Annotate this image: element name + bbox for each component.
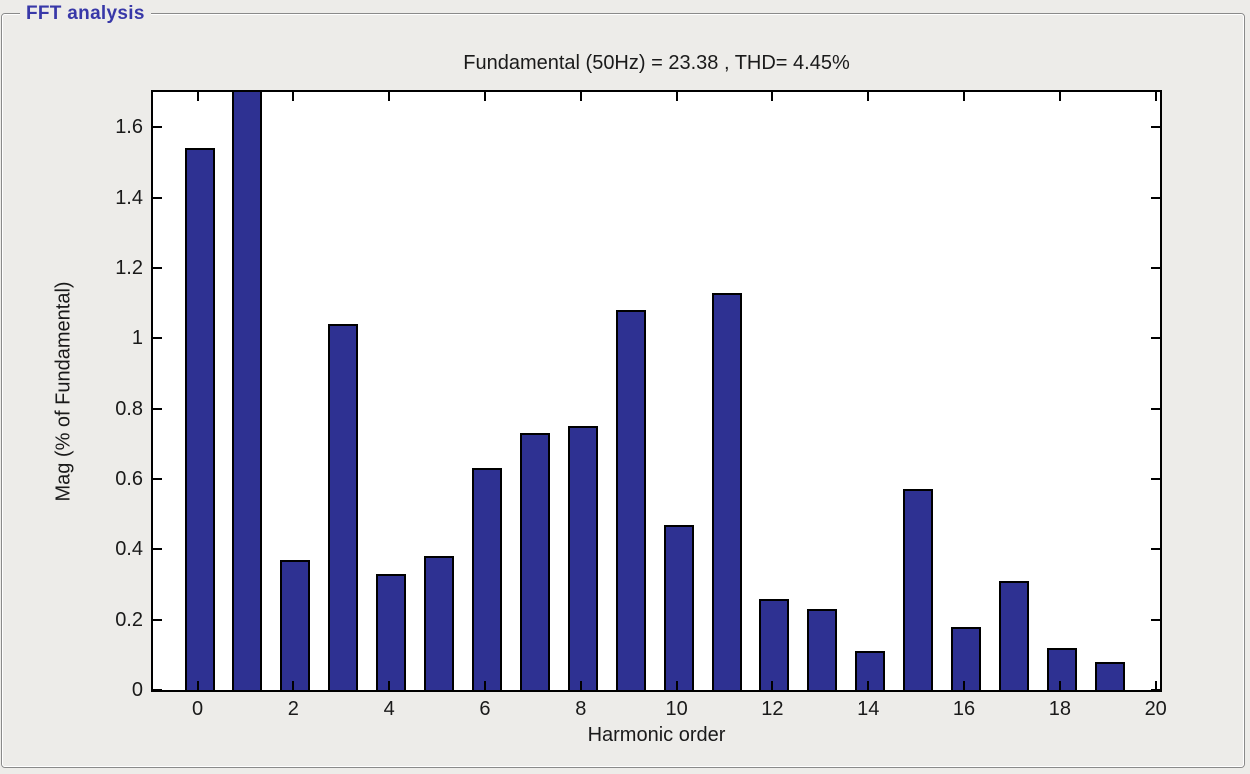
- y-tick-label-1.2: 1.2: [115, 256, 143, 279]
- y-tick-label-0.8: 0.8: [115, 397, 143, 420]
- y-tick-right-1.4: [1151, 196, 1160, 199]
- bar-harmonic-2: [280, 559, 311, 692]
- x-tick-bottom-18: [1058, 681, 1061, 690]
- x-tick-top-2: [292, 92, 295, 101]
- y-tick-left-0.8: [153, 407, 162, 410]
- bar-harmonic-13: [807, 609, 838, 692]
- x-tick-bottom-4: [388, 681, 391, 690]
- bar-harmonic-14: [855, 651, 886, 692]
- y-tick-label-1.6: 1.6: [115, 116, 143, 139]
- bar-harmonic-5: [424, 556, 455, 692]
- bar-harmonic-17: [998, 580, 1029, 692]
- x-tick-bottom-6: [483, 681, 486, 690]
- bar-harmonic-16: [951, 626, 982, 692]
- bar-harmonic-8: [567, 426, 598, 692]
- y-tick-right-1: [1151, 337, 1160, 340]
- x-tick-top-14: [867, 92, 870, 101]
- bar-harmonic-4: [376, 573, 407, 692]
- y-tick-right-0.8: [1151, 407, 1160, 410]
- bar-harmonic-1: [232, 92, 263, 690]
- x-tick-top-16: [963, 92, 966, 101]
- bar-harmonic-6: [471, 468, 502, 692]
- y-tick-right-0.6: [1151, 477, 1160, 480]
- x-tick-label-4: 4: [383, 698, 395, 720]
- y-tick-label-0.4: 0.4: [115, 538, 143, 561]
- x-tick-bottom-16: [963, 681, 966, 690]
- x-tick-label-20: 20: [1144, 698, 1167, 720]
- fft-analysis-groupbox: [1, 13, 1245, 768]
- x-tick-label-8: 8: [575, 698, 587, 720]
- y-tick-left-1.6: [153, 126, 162, 129]
- x-axis-label: Harmonic order: [587, 724, 726, 746]
- plot-area: [153, 92, 1160, 692]
- x-tick-label-2: 2: [287, 698, 299, 720]
- y-tick-right-1.2: [1151, 266, 1160, 269]
- x-tick-top-4: [388, 92, 391, 101]
- y-tick-right-1.6: [1151, 126, 1160, 129]
- bar-harmonic-15: [903, 489, 934, 692]
- bar-harmonic-10: [663, 524, 694, 692]
- chart-title: Fundamental (50Hz) = 23.38 , THD= 4.45%: [463, 52, 850, 74]
- y-tick-label-0: 0: [131, 679, 143, 701]
- x-tick-label-10: 10: [665, 698, 688, 720]
- y-tick-label-0.2: 0.2: [115, 608, 143, 631]
- y-tick-left-1.4: [153, 196, 162, 199]
- y-tick-label-1: 1: [131, 327, 143, 350]
- bar-harmonic-3: [328, 324, 359, 692]
- y-tick-left-1: [153, 337, 162, 340]
- x-tick-label-0: 0: [191, 698, 204, 720]
- x-tick-top-20: [1154, 92, 1157, 101]
- x-tick-bottom-8: [579, 681, 582, 690]
- x-tick-label-14: 14: [857, 698, 880, 720]
- y-tick-left-1.2: [153, 266, 162, 269]
- x-tick-top-8: [579, 92, 582, 101]
- bar-harmonic-12: [759, 598, 790, 692]
- x-tick-label-16: 16: [952, 698, 976, 720]
- y-tick-right-0: [1151, 689, 1160, 691]
- y-axis-label: Mag (% of Fundamental): [52, 280, 75, 502]
- bar-harmonic-11: [711, 292, 742, 692]
- x-tick-top-12: [771, 92, 774, 101]
- x-tick-bottom-12: [771, 681, 774, 690]
- x-tick-label-6: 6: [479, 698, 491, 720]
- y-tick-label-1.4: 1.4: [115, 186, 143, 209]
- y-tick-left-0.6: [153, 477, 162, 480]
- bar-harmonic-0: [184, 148, 215, 692]
- x-tick-bottom-20: [1154, 681, 1157, 690]
- y-tick-left-0: [153, 689, 162, 691]
- y-tick-left-0.4: [153, 548, 162, 551]
- y-tick-left-0.2: [153, 618, 162, 621]
- x-tick-top-6: [483, 92, 486, 101]
- groupbox-etched-border: [2, 14, 1244, 767]
- x-tick-top-0: [196, 92, 199, 101]
- bar-harmonic-9: [615, 310, 646, 692]
- x-tick-bottom-2: [292, 681, 295, 690]
- y-tick-label-0.6: 0.6: [115, 467, 143, 490]
- groupbox-label: FFT analysis: [20, 3, 151, 25]
- bar-harmonic-19: [1094, 661, 1125, 692]
- bar-harmonic-7: [519, 433, 550, 692]
- x-tick-label-12: 12: [761, 698, 784, 720]
- x-tick-label-18: 18: [1048, 698, 1071, 720]
- x-tick-bottom-10: [675, 681, 678, 690]
- bar-harmonic-18: [1046, 647, 1077, 692]
- x-tick-top-10: [675, 92, 678, 101]
- y-tick-right-0.4: [1151, 548, 1160, 551]
- x-tick-top-18: [1058, 92, 1061, 101]
- y-tick-right-0.2: [1151, 618, 1160, 621]
- x-tick-bottom-14: [867, 681, 870, 690]
- x-tick-bottom-0: [196, 681, 199, 690]
